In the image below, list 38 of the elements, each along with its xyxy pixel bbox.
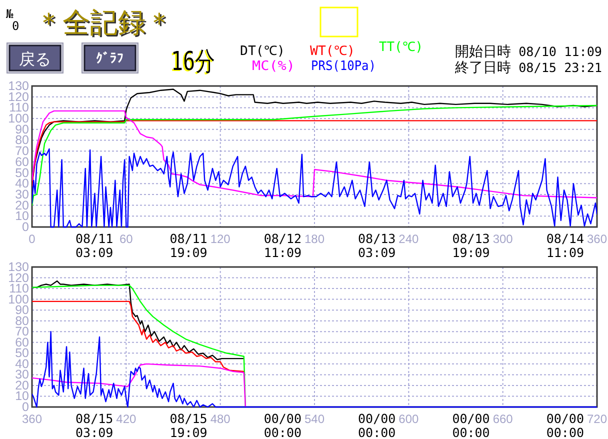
x-tick-label: 420 [116,412,136,426]
text: 08/13 03:09 [350,231,396,260]
text: 08/14 11:09 [538,231,584,260]
text: 00/00 00:00 [350,411,396,439]
text: 開始日時 08/10 11:09 [455,44,602,60]
line-series [32,363,246,408]
x-tick-label: 360 [22,412,42,426]
text: 08/11 03:09 [68,231,114,260]
x-tick-label: 240 [398,232,419,246]
text: 終了日時 08/15 23:21 [454,60,602,76]
x-tick-label: 180 [304,232,325,246]
x-tick-label: 60 [119,232,134,246]
text: 00/00 00:00 [256,411,302,439]
text: 08/15 03:09 [68,411,114,439]
text: 08/13 19:09 [444,231,490,260]
line-series [32,120,597,186]
text: 00/00 00:00 [444,411,490,439]
legend: DT(℃) WT(℃) TT(℃) MC(%) PRS(10Pa) [240,40,424,74]
line-series [32,300,244,372]
x-tick-label: 660 [492,412,514,426]
x-tick-label: 360 [586,232,608,246]
text: 08/15 19:09 [162,411,208,439]
text: 16分 [171,47,228,77]
line-series [32,331,597,408]
x-tick-label: 600 [398,412,419,426]
chart-title: ＊全記録＊ [35,6,175,39]
text: 08/11 19:09 [162,231,208,260]
button: ｸﾞﾗﾌ [82,42,138,74]
line-series [32,148,597,228]
x-tick-label: 720 [586,412,608,426]
x-tick-label: 480 [210,412,231,426]
button: 戻る [6,42,64,74]
x-tick-label: 540 [304,412,325,426]
x-tick-label: 300 [492,232,514,246]
x-tick-label: 120 [210,232,231,246]
text: 00/00 00:00 [538,411,584,439]
text: 08/12 11:09 [256,231,302,260]
text: № [6,7,14,21]
